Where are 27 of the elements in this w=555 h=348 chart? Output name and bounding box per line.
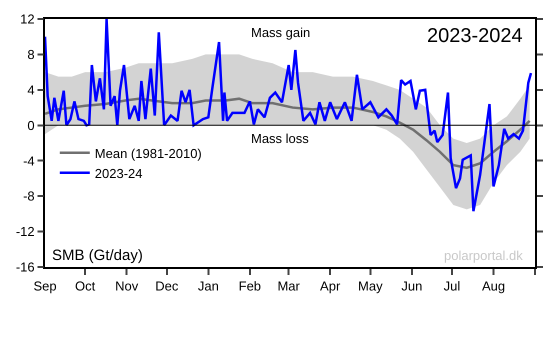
y-tick-label: 0 [27, 118, 35, 133]
x-tick-label: May [358, 278, 384, 294]
x-tick-label: Aug [482, 278, 506, 294]
annotation: Mass loss [251, 131, 310, 146]
y-tick-label: -12 [16, 224, 35, 240]
y-tick-label: -16 [16, 260, 35, 275]
legend-label: Mean (1981-2010) [94, 146, 202, 161]
y-tick-label: -4 [23, 153, 35, 168]
y-tick-label: 4 [27, 82, 35, 98]
chart-title: 2023-2024 [427, 25, 523, 47]
x-tick-label: Dec [155, 278, 179, 294]
x-tick-label: Feb [238, 278, 262, 294]
line-series [45, 19, 532, 212]
y-tick-label: 12 [20, 12, 35, 27]
y-tick-label: 8 [27, 46, 35, 62]
x-tick-label: Jul [444, 278, 460, 294]
y-axis-title: SMB (Gt/day) [52, 247, 143, 264]
x-tick-label: Apr [320, 278, 341, 294]
y-tick-label: -8 [23, 188, 35, 204]
x-tick-label: Nov [115, 278, 139, 294]
annotation: Mass gain [251, 25, 310, 40]
legend-label: 2023-24 [94, 166, 143, 181]
x-tick-label: Oct [75, 278, 96, 294]
x-tick-label: Sep [33, 278, 57, 294]
x-tick-label: Jun [401, 278, 422, 294]
x-tick-label: Mar [277, 278, 301, 294]
x-tick-label: Jan [198, 278, 219, 294]
